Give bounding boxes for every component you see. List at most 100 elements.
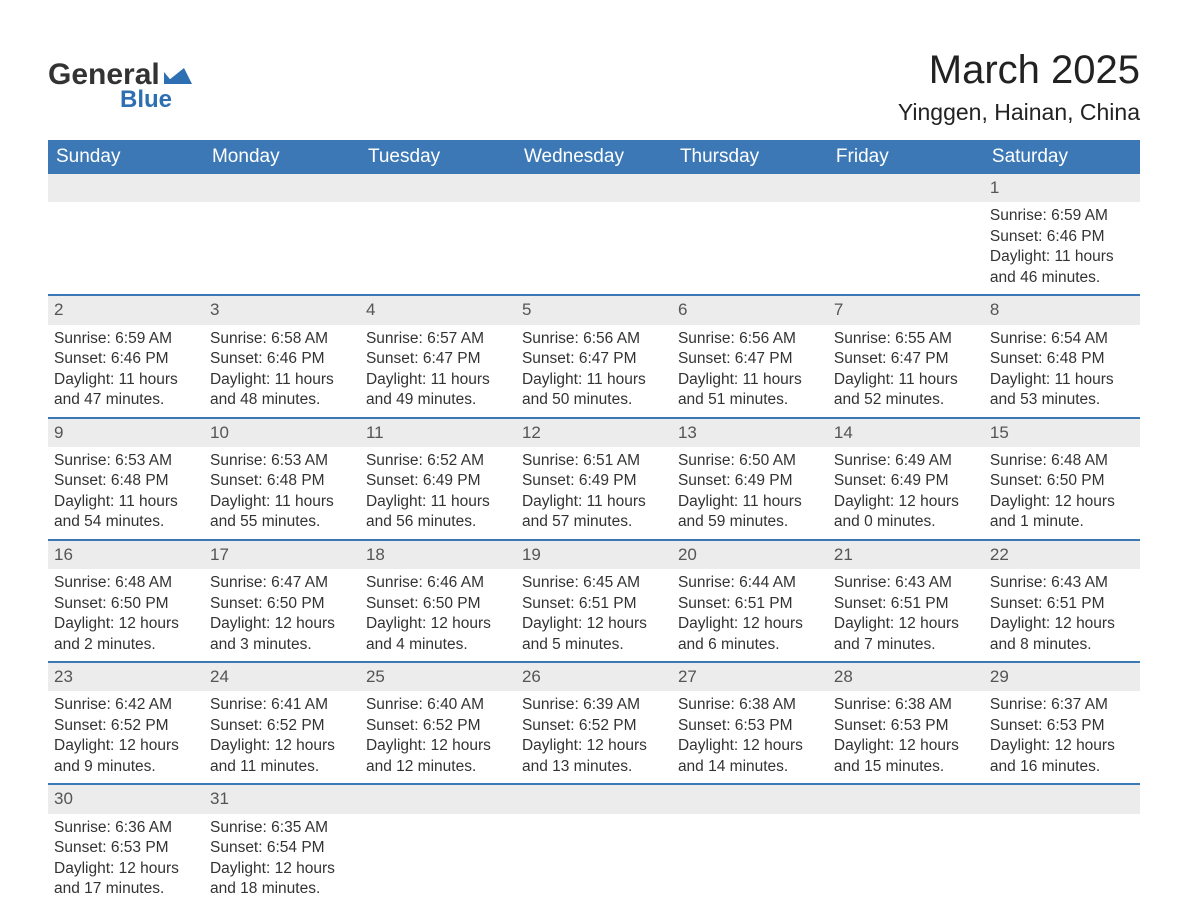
title-block: March 2025 Yinggen, Hainan, China bbox=[898, 48, 1140, 126]
day-content-cell: Sunrise: 6:57 AMSunset: 6:47 PMDaylight:… bbox=[360, 325, 516, 417]
day-detail-line: Sunrise: 6:42 AM bbox=[54, 695, 198, 715]
day-number-cell bbox=[984, 783, 1140, 813]
day-detail-line: Daylight: 11 hours bbox=[522, 492, 666, 512]
day-detail-line: Sunrise: 6:38 AM bbox=[834, 695, 978, 715]
header: General Blue March 2025 Yinggen, Hainan,… bbox=[48, 48, 1140, 126]
day-detail-line: Sunset: 6:47 PM bbox=[366, 349, 510, 369]
day-number-cell: 21 bbox=[828, 539, 984, 569]
day-content-cell: Sunrise: 6:50 AMSunset: 6:49 PMDaylight:… bbox=[672, 447, 828, 539]
day-detail-line: Sunset: 6:51 PM bbox=[834, 594, 978, 614]
day-detail-line: Daylight: 12 hours bbox=[834, 736, 978, 756]
day-number-cell: 31 bbox=[204, 783, 360, 813]
day-detail-line: Daylight: 11 hours bbox=[366, 370, 510, 390]
day-detail-line: Daylight: 12 hours bbox=[990, 736, 1134, 756]
title-month: March 2025 bbox=[898, 48, 1140, 93]
day-content-cell: Sunrise: 6:53 AMSunset: 6:48 PMDaylight:… bbox=[204, 447, 360, 539]
day-detail-line: Sunset: 6:53 PM bbox=[678, 716, 822, 736]
day-number-cell: 27 bbox=[672, 661, 828, 691]
day-number-cell bbox=[828, 174, 984, 202]
day-content-cell: Sunrise: 6:38 AMSunset: 6:53 PMDaylight:… bbox=[828, 691, 984, 783]
weekday-header-row: SundayMondayTuesdayWednesdayThursdayFrid… bbox=[48, 140, 1140, 174]
day-detail-line: Sunrise: 6:37 AM bbox=[990, 695, 1134, 715]
day-content-cell: Sunrise: 6:48 AMSunset: 6:50 PMDaylight:… bbox=[48, 569, 204, 661]
logo: General Blue bbox=[48, 58, 192, 114]
day-number-cell: 20 bbox=[672, 539, 828, 569]
day-detail-line: and 56 minutes. bbox=[366, 512, 510, 532]
daynum-row: 3031 bbox=[48, 783, 1140, 813]
day-number-cell bbox=[672, 783, 828, 813]
day-number-cell: 2 bbox=[48, 294, 204, 324]
day-detail-line: and 49 minutes. bbox=[366, 390, 510, 410]
day-detail-line: Sunrise: 6:53 AM bbox=[210, 451, 354, 471]
day-detail-line: Sunset: 6:52 PM bbox=[210, 716, 354, 736]
logo-text-blue: Blue bbox=[120, 86, 172, 114]
daycontent-row: Sunrise: 6:36 AMSunset: 6:53 PMDaylight:… bbox=[48, 814, 1140, 906]
day-detail-line: Sunrise: 6:40 AM bbox=[366, 695, 510, 715]
day-content-cell: Sunrise: 6:51 AMSunset: 6:49 PMDaylight:… bbox=[516, 447, 672, 539]
weekday-header: Thursday bbox=[672, 140, 828, 174]
day-number-cell bbox=[48, 174, 204, 202]
day-detail-line: Daylight: 11 hours bbox=[678, 370, 822, 390]
day-detail-line: and 55 minutes. bbox=[210, 512, 354, 532]
day-detail-line: Daylight: 11 hours bbox=[834, 370, 978, 390]
weekday-header: Sunday bbox=[48, 140, 204, 174]
day-detail-line: Sunrise: 6:53 AM bbox=[54, 451, 198, 471]
day-number-cell bbox=[204, 174, 360, 202]
day-detail-line: and 54 minutes. bbox=[54, 512, 198, 532]
day-detail-line: and 0 minutes. bbox=[834, 512, 978, 532]
day-detail-line: and 12 minutes. bbox=[366, 757, 510, 777]
day-detail-line: Sunset: 6:48 PM bbox=[210, 471, 354, 491]
day-content-cell: Sunrise: 6:54 AMSunset: 6:48 PMDaylight:… bbox=[984, 325, 1140, 417]
day-detail-line: Daylight: 11 hours bbox=[990, 247, 1134, 267]
day-number-cell bbox=[672, 174, 828, 202]
day-number-cell: 8 bbox=[984, 294, 1140, 324]
daycontent-row: Sunrise: 6:59 AMSunset: 6:46 PMDaylight:… bbox=[48, 325, 1140, 417]
day-detail-line: Sunrise: 6:44 AM bbox=[678, 573, 822, 593]
day-detail-line: and 59 minutes. bbox=[678, 512, 822, 532]
day-detail-line: Sunset: 6:47 PM bbox=[522, 349, 666, 369]
day-detail-line: Daylight: 12 hours bbox=[990, 492, 1134, 512]
day-detail-line: Daylight: 12 hours bbox=[366, 614, 510, 634]
day-content-cell bbox=[828, 814, 984, 906]
day-detail-line: and 50 minutes. bbox=[522, 390, 666, 410]
day-detail-line: and 52 minutes. bbox=[834, 390, 978, 410]
weekday-header: Wednesday bbox=[516, 140, 672, 174]
day-content-cell: Sunrise: 6:49 AMSunset: 6:49 PMDaylight:… bbox=[828, 447, 984, 539]
daynum-row: 23242526272829 bbox=[48, 661, 1140, 691]
day-detail-line: Sunrise: 6:48 AM bbox=[990, 451, 1134, 471]
day-detail-line: Sunrise: 6:59 AM bbox=[990, 206, 1134, 226]
day-number-cell: 7 bbox=[828, 294, 984, 324]
daycontent-row: Sunrise: 6:48 AMSunset: 6:50 PMDaylight:… bbox=[48, 569, 1140, 661]
day-detail-line: Daylight: 12 hours bbox=[678, 736, 822, 756]
day-detail-line: Sunrise: 6:59 AM bbox=[54, 329, 198, 349]
day-detail-line: Sunrise: 6:55 AM bbox=[834, 329, 978, 349]
day-detail-line: Sunrise: 6:51 AM bbox=[522, 451, 666, 471]
day-detail-line: and 9 minutes. bbox=[54, 757, 198, 777]
day-content-cell: Sunrise: 6:41 AMSunset: 6:52 PMDaylight:… bbox=[204, 691, 360, 783]
day-content-cell bbox=[516, 814, 672, 906]
day-content-cell: Sunrise: 6:59 AMSunset: 6:46 PMDaylight:… bbox=[48, 325, 204, 417]
day-content-cell: Sunrise: 6:47 AMSunset: 6:50 PMDaylight:… bbox=[204, 569, 360, 661]
day-content-cell: Sunrise: 6:40 AMSunset: 6:52 PMDaylight:… bbox=[360, 691, 516, 783]
day-detail-line: Sunrise: 6:56 AM bbox=[522, 329, 666, 349]
day-detail-line: Sunrise: 6:52 AM bbox=[366, 451, 510, 471]
daynum-row: 16171819202122 bbox=[48, 539, 1140, 569]
day-detail-line: Daylight: 11 hours bbox=[366, 492, 510, 512]
day-detail-line: Sunrise: 6:46 AM bbox=[366, 573, 510, 593]
day-detail-line: and 8 minutes. bbox=[990, 635, 1134, 655]
daycontent-row: Sunrise: 6:59 AMSunset: 6:46 PMDaylight:… bbox=[48, 202, 1140, 294]
day-detail-line: Sunrise: 6:49 AM bbox=[834, 451, 978, 471]
day-detail-line: Sunset: 6:51 PM bbox=[990, 594, 1134, 614]
day-number-cell: 15 bbox=[984, 417, 1140, 447]
day-detail-line: and 2 minutes. bbox=[54, 635, 198, 655]
day-detail-line: and 51 minutes. bbox=[678, 390, 822, 410]
daynum-row: 2345678 bbox=[48, 294, 1140, 324]
day-number-cell: 10 bbox=[204, 417, 360, 447]
day-detail-line: Sunset: 6:53 PM bbox=[54, 838, 198, 858]
day-detail-line: Daylight: 12 hours bbox=[522, 736, 666, 756]
day-detail-line: Daylight: 11 hours bbox=[54, 370, 198, 390]
day-detail-line: Daylight: 12 hours bbox=[210, 736, 354, 756]
day-detail-line: and 6 minutes. bbox=[678, 635, 822, 655]
day-detail-line: and 7 minutes. bbox=[834, 635, 978, 655]
day-detail-line: Sunrise: 6:47 AM bbox=[210, 573, 354, 593]
